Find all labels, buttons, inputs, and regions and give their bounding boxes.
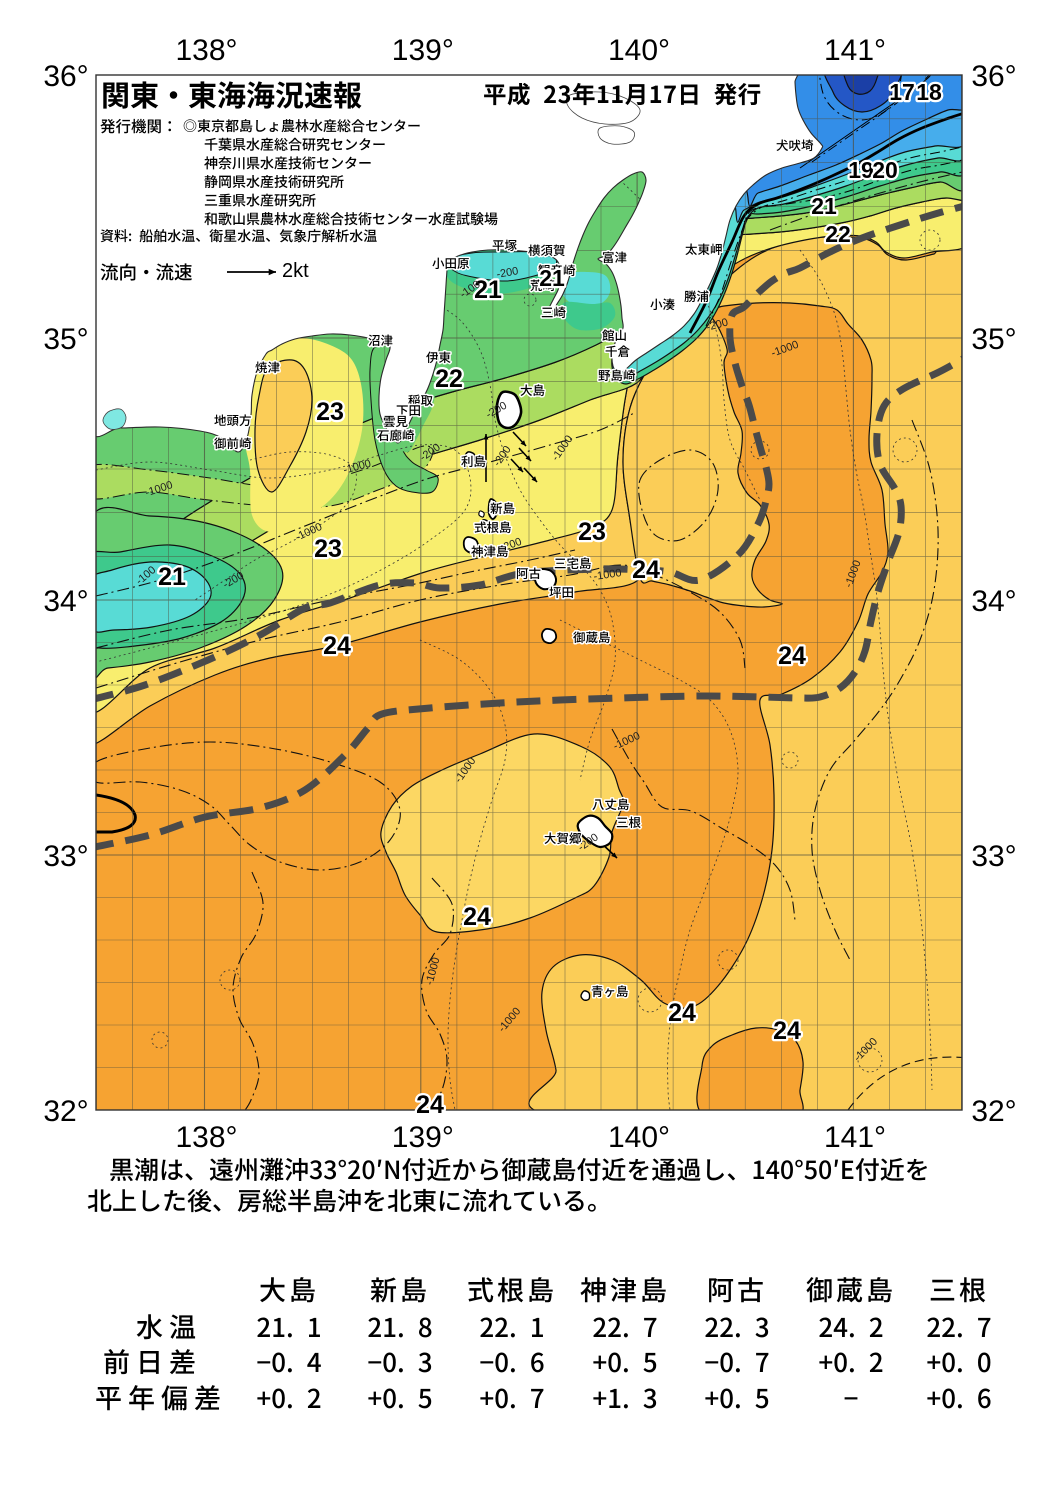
svg-text:21: 21: [158, 563, 186, 591]
svg-text:-200: -200: [496, 265, 520, 281]
svg-text:-200: -200: [705, 316, 729, 333]
svg-text:24: 24: [773, 1017, 801, 1045]
svg-text:33°: 33°: [43, 840, 88, 873]
svg-text:139°: 139°: [392, 1121, 454, 1154]
svg-text:32°: 32°: [43, 1095, 88, 1128]
svg-text:35°: 35°: [971, 323, 1016, 356]
svg-text:36°: 36°: [971, 60, 1016, 93]
svg-text:140°: 140°: [608, 1121, 670, 1154]
svg-text:21: 21: [474, 276, 502, 304]
svg-text:-1000: -1000: [593, 567, 623, 583]
svg-text:23: 23: [314, 535, 342, 563]
svg-text:34°: 34°: [971, 585, 1016, 618]
svg-text:24: 24: [778, 642, 806, 670]
svg-text:21: 21: [811, 193, 837, 219]
svg-text:23: 23: [578, 518, 606, 546]
svg-text:24: 24: [668, 999, 696, 1027]
svg-text:139°: 139°: [392, 34, 454, 67]
svg-text:140°: 140°: [608, 34, 670, 67]
svg-text:24: 24: [416, 1091, 444, 1119]
svg-text:21: 21: [539, 265, 565, 291]
svg-text:22: 22: [435, 365, 463, 393]
svg-text:138°: 138°: [175, 34, 237, 67]
svg-text:24: 24: [632, 556, 660, 584]
svg-text:24: 24: [323, 632, 351, 660]
svg-text:24: 24: [463, 903, 491, 931]
svg-text:32°: 32°: [971, 1095, 1016, 1128]
svg-text:20: 20: [872, 157, 898, 183]
svg-text:18: 18: [916, 79, 942, 105]
svg-text:138°: 138°: [175, 1121, 237, 1154]
svg-text:23: 23: [316, 398, 344, 426]
svg-text:19: 19: [848, 157, 874, 183]
svg-text:33°: 33°: [971, 840, 1016, 873]
svg-text:2kt: 2kt: [282, 260, 309, 282]
svg-text:35°: 35°: [43, 323, 88, 356]
svg-text:36°: 36°: [43, 60, 88, 93]
svg-text:141°: 141°: [824, 34, 886, 67]
svg-text:34°: 34°: [43, 585, 88, 618]
svg-text:141°: 141°: [824, 1121, 886, 1154]
svg-text:17: 17: [889, 79, 915, 105]
svg-text:22: 22: [825, 221, 851, 247]
